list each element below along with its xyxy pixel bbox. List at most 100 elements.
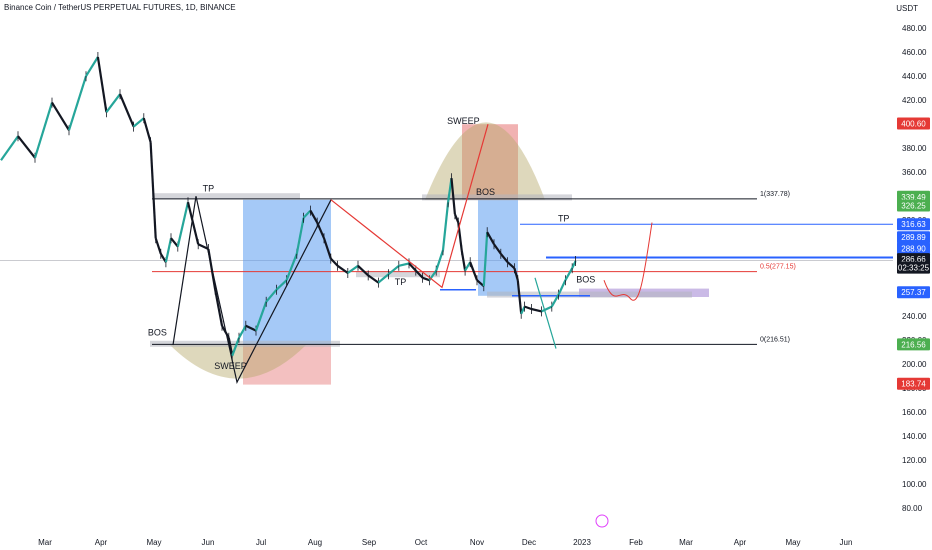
price-segment (347, 264, 359, 274)
lightning-icon (595, 514, 609, 528)
price-segment (132, 117, 145, 128)
x-tick-label: Jun (840, 538, 853, 547)
price-segment (231, 337, 241, 357)
price-segment (330, 257, 339, 267)
price-segment (154, 237, 162, 255)
long-zone-rect (243, 199, 331, 345)
fib-1-label: 1(337.78) (760, 191, 790, 198)
price-segment (550, 294, 560, 308)
price-segment (520, 306, 526, 315)
price-segment (33, 102, 54, 159)
price-segment (486, 231, 495, 245)
price-badge-label: 288.90 (901, 244, 926, 253)
price-segment (170, 237, 179, 248)
price-badge-label: 286.66 (901, 255, 926, 264)
price-segment (422, 276, 430, 282)
price-segment (415, 269, 424, 279)
price-segment (227, 337, 234, 357)
y-tick-label: 120.00 (902, 456, 927, 465)
x-tick-label: Mar (679, 538, 693, 547)
price-badge (897, 218, 930, 231)
annotation-label: SWEEP (214, 361, 247, 371)
price-segment (142, 117, 152, 143)
annotation-label: BOS (576, 275, 595, 285)
range-bar (152, 193, 300, 200)
x-tick-label: Mar (38, 538, 52, 547)
x-tick-label: May (785, 538, 800, 547)
x-tick-label: Jun (202, 538, 215, 547)
x-tick-label: Apr (734, 538, 747, 547)
annotation-label: TP (203, 183, 215, 193)
price-segment (118, 93, 135, 128)
range-bar (487, 291, 692, 298)
price-segment (506, 261, 516, 270)
price-segment (516, 280, 523, 314)
y-tick-label: 100.00 (902, 480, 927, 489)
price-segment (285, 253, 298, 281)
y-tick-label: 420.00 (902, 96, 927, 105)
price-segment (295, 217, 305, 255)
price-segment (571, 260, 577, 269)
y-tick-label: 200.00 (902, 360, 927, 369)
y-tick-label: 360.00 (902, 168, 927, 177)
chart-title: Binance Coin / TetherUS PERPETUAL FUTURE… (4, 3, 236, 12)
price-segment (214, 289, 224, 327)
y-tick-label: 480.00 (902, 24, 927, 33)
price-segment (302, 209, 312, 219)
price-badge-label: 289.89 (901, 233, 926, 242)
annotation-label: BOS (476, 187, 495, 197)
price-badge-label: 183.74 (901, 380, 926, 389)
y-tick-label: 80.00 (902, 504, 923, 513)
price-segment (531, 307, 542, 313)
price-badge (897, 117, 930, 130)
price-segment (513, 267, 519, 281)
price-segment (541, 305, 553, 313)
stop-zone-rect (243, 345, 331, 385)
price-badge (897, 338, 930, 351)
price-segment (309, 210, 319, 224)
y-tick-label: 460.00 (902, 48, 927, 57)
price-segment (149, 142, 157, 239)
price-badge-label: 02:33:25 (898, 264, 930, 273)
price-segment (453, 213, 460, 224)
down-arrow-line (534, 277, 557, 349)
y-tick-label: 140.00 (902, 432, 927, 441)
price-segment (367, 274, 380, 284)
price-unit: USDT (896, 4, 918, 13)
fib-0-label: 0(216.51) (760, 336, 790, 343)
price-badge (897, 261, 930, 274)
x-tick-label: 2023 (573, 538, 591, 547)
x-tick-label: May (146, 538, 161, 547)
x-tick-label: Dec (522, 538, 536, 547)
price-badge-label: 216.56 (901, 340, 926, 349)
range-bar (422, 194, 572, 201)
price-segment (159, 253, 167, 263)
range-bar (150, 340, 340, 347)
price-badge (897, 231, 930, 244)
price-segment (336, 264, 349, 274)
price-segment (564, 267, 574, 281)
price-segment (524, 305, 532, 311)
price-segment (51, 102, 70, 131)
y-tick-label: 160.00 (902, 408, 927, 417)
structure-line-left (172, 196, 332, 384)
x-tick-label: Aug (308, 538, 322, 547)
price-segment (197, 243, 209, 250)
price-segment (493, 243, 502, 255)
price-segment (164, 237, 173, 263)
price-badge-label: 400.60 (901, 119, 926, 128)
price-badge-label: 316.63 (901, 220, 926, 229)
price-badge-label: 326.25 (901, 202, 926, 211)
price-segment (476, 279, 485, 288)
price-segment (186, 201, 200, 245)
price-badge-label: 339.49 (901, 193, 926, 202)
price-segment (464, 261, 472, 272)
price-badge (897, 199, 930, 212)
price-segment (482, 232, 489, 287)
fib-05-label: 0.5(277.15) (760, 264, 796, 271)
price-segment (67, 75, 88, 131)
annotation-label: TP (558, 213, 570, 223)
price-badge-label: 257.37 (901, 288, 926, 297)
